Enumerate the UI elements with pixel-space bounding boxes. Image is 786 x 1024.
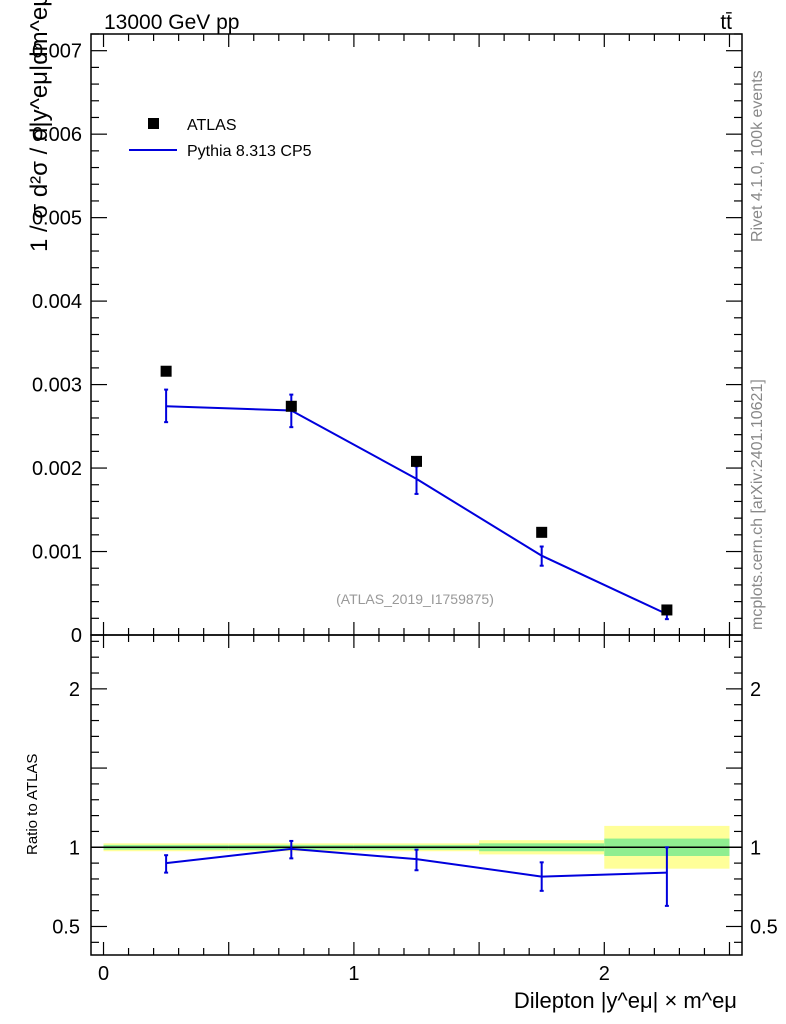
ratio-y-tick-label-right: 0.5 <box>750 916 778 938</box>
x-tick-label: 1 <box>348 963 359 985</box>
x-tick-label: 0 <box>98 963 109 985</box>
atlas-data-point <box>285 400 297 412</box>
ratio-frame <box>90 634 743 956</box>
x-tick-label: 2 <box>599 963 610 985</box>
main-marks <box>160 365 673 621</box>
analysis-watermark: (ATLAS_2019_I1759875) <box>336 591 494 607</box>
ratio-ticks: 0 1 2 0.5 0.5 1 1 2 2 <box>52 635 778 985</box>
legend: ATLAS Pythia 8.313 CP5 <box>129 117 312 160</box>
ratio-y-tick-label: 0.5 <box>52 916 80 938</box>
atlas-data-point <box>160 365 172 377</box>
atlas-data-point <box>661 604 673 616</box>
ratio-y-tick-label-right: 2 <box>750 679 761 701</box>
pythia-line <box>166 405 668 616</box>
process-label: 13000 GeV pp <box>104 11 239 34</box>
final-state-label: tt̄ <box>720 11 732 34</box>
legend-atlas-label: ATLAS <box>187 117 237 134</box>
main-y-axis-title: 1 / σ d²σ / d|y^eμ|dm^eμ <box>26 0 53 252</box>
main-y-tick-label: 0.005 <box>32 208 82 230</box>
main-y-tick-label: 0.003 <box>32 375 82 397</box>
main-y-tick-label: 0.007 <box>32 41 82 63</box>
legend-pythia-label: Pythia 8.313 CP5 <box>187 143 312 160</box>
atlas-data-point <box>536 526 548 538</box>
main-y-tick-label: 0.001 <box>32 542 82 564</box>
main-ticks: 0 0.001 0.002 0.003 0.004 0.005 0.006 0.007 <box>32 33 742 647</box>
source-label: mcplots.cern.ch [arXiv:2401.10621] <box>749 379 766 630</box>
main-y-tick-label: 0.002 <box>32 458 82 480</box>
atlas-data-point <box>411 455 422 467</box>
main-y-tick-label: 0.004 <box>32 291 82 313</box>
ratio-y-tick-label: 1 <box>69 837 80 859</box>
ratio-y-axis-title: Ratio to ATLAS <box>24 754 41 855</box>
main-y-tick-label: 0 <box>71 625 82 647</box>
ratio-y-tick-label: 2 <box>69 679 80 701</box>
legend-atlas-marker <box>148 118 159 129</box>
rivet-version-label: Rivet 4.1.0, 100k events <box>749 70 766 242</box>
ratio-y-tick-label-right: 1 <box>750 837 761 859</box>
ratio-marks <box>164 839 669 907</box>
x-axis-title: Dilepton |y^eμ| × m^eμ <box>514 988 737 1013</box>
main-y-tick-label: 0.006 <box>32 124 82 146</box>
